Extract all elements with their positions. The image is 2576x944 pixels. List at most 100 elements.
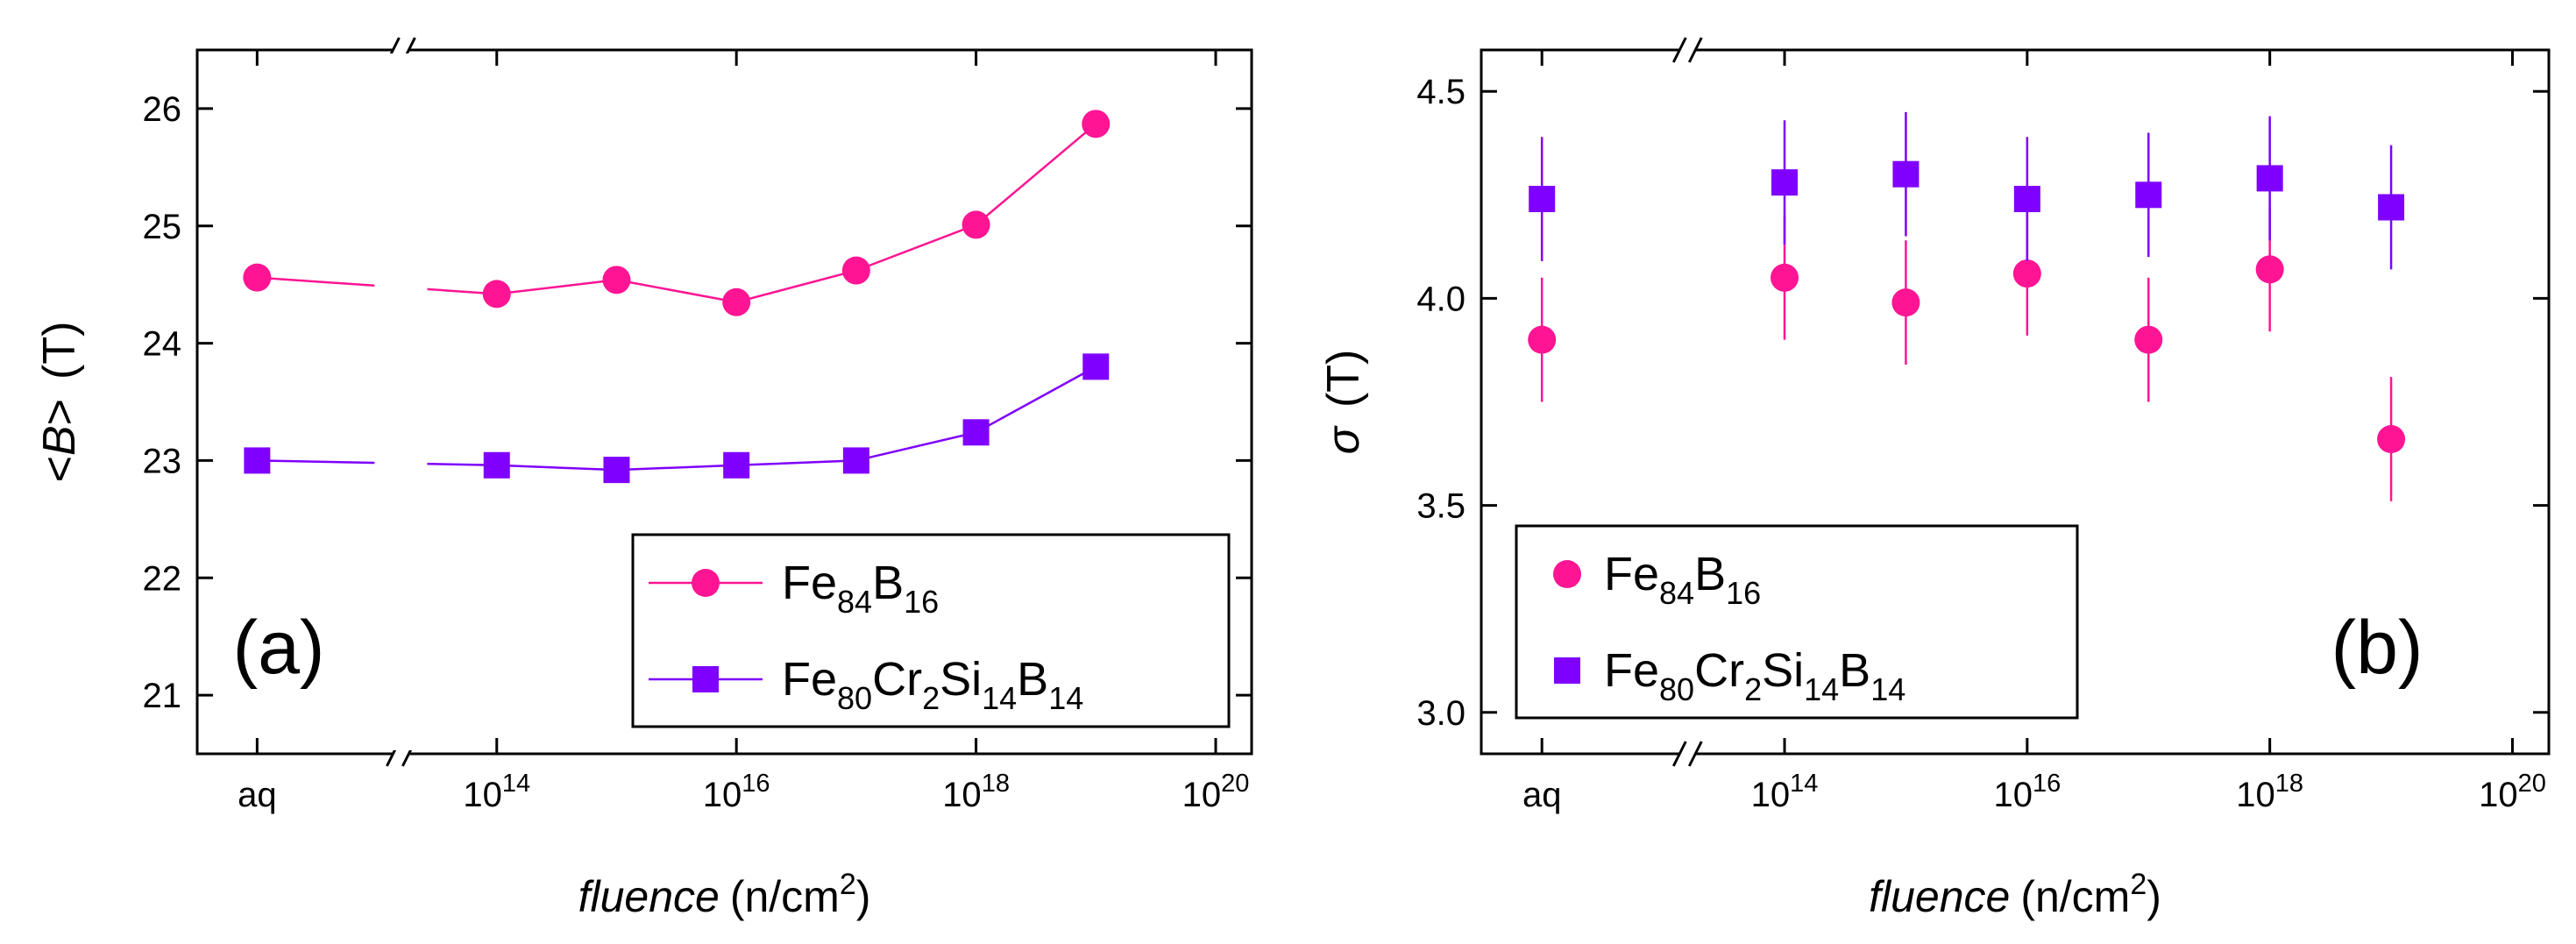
data-point-circle bbox=[1528, 325, 1557, 354]
legend-element: Fe bbox=[1604, 644, 1659, 697]
plot-frame bbox=[195, 48, 1253, 756]
data-point-square bbox=[1771, 169, 1799, 196]
data-point-square bbox=[2378, 194, 2405, 221]
legend-element: Fe bbox=[782, 653, 837, 706]
legend-element: Cr bbox=[1694, 644, 1744, 697]
data-point-circle bbox=[722, 287, 751, 316]
legend-element: B bbox=[1694, 548, 1726, 600]
legend-element: Fe bbox=[782, 557, 837, 609]
data-point-square bbox=[1082, 353, 1110, 380]
x-tick-exponent: 14 bbox=[1790, 770, 1818, 798]
axis-break-bottom bbox=[1671, 741, 1703, 767]
legend-element: Cr bbox=[872, 653, 922, 706]
x-axis-label: fluence (n/cm2) bbox=[1869, 868, 2161, 921]
legend-subscript: 84 bbox=[837, 584, 872, 620]
data-point-square bbox=[2135, 181, 2162, 209]
data-point-square bbox=[1892, 160, 1920, 188]
legend-item: Fe84B16 bbox=[1553, 548, 1761, 611]
data-point-circle bbox=[1771, 263, 1799, 292]
legend-label: Fe80Cr2Si14B14 bbox=[1604, 644, 1905, 707]
x-tick-base: 10 bbox=[1182, 776, 1222, 814]
x-axis-exponent: 2 bbox=[840, 868, 856, 901]
x-tick-base: 10 bbox=[1751, 776, 1791, 814]
data-point-circle bbox=[962, 210, 990, 239]
legend-label: Fe84B16 bbox=[1604, 548, 1761, 611]
data-point-circle bbox=[1082, 110, 1111, 138]
series-fe80 bbox=[1529, 111, 2405, 270]
data-point-circle bbox=[1891, 288, 1920, 317]
data-point-square bbox=[842, 447, 869, 474]
data-point-square bbox=[2256, 165, 2283, 192]
x-axis-unit: (n/cm bbox=[730, 872, 840, 921]
y-tick-label: 21 bbox=[143, 677, 182, 715]
axis-break-slash bbox=[1687, 37, 1703, 63]
data-point-square bbox=[1529, 186, 1556, 213]
x-tick-label: 1016 bbox=[1993, 770, 2061, 814]
axis-break-gap bbox=[393, 749, 409, 759]
legend-item: Fe80Cr2Si14B14 bbox=[1554, 644, 1905, 707]
x-axis-var: fluence bbox=[1869, 872, 2010, 921]
x-tick-exponent: 20 bbox=[2518, 770, 2546, 798]
y-axis-unit: (T) bbox=[1318, 350, 1369, 408]
line-break-gap bbox=[374, 53, 428, 750]
axis-break-slash bbox=[1687, 741, 1703, 767]
legend-element: Si bbox=[1762, 644, 1804, 697]
axis-break-slash bbox=[1671, 741, 1687, 767]
legend-subscript: 2 bbox=[1744, 671, 1762, 707]
x-tick-base: 10 bbox=[2236, 776, 2275, 814]
x-tick-label: 1020 bbox=[1182, 770, 1250, 814]
y-axis-unit: (T) bbox=[34, 322, 85, 380]
legend-box bbox=[631, 533, 1231, 728]
legend-subscript: 14 bbox=[1870, 671, 1905, 707]
data-point-square bbox=[962, 419, 990, 446]
x-tick-base: 10 bbox=[2479, 776, 2518, 814]
data-point-circle bbox=[2012, 259, 2041, 288]
legend-marker-circle bbox=[692, 569, 720, 597]
x-tick-exponent: 16 bbox=[2033, 770, 2061, 798]
legend-element: B bbox=[872, 557, 904, 609]
legend-element: B bbox=[1839, 644, 1870, 697]
axis-break-slash bbox=[1671, 37, 1687, 63]
x-tick-label: 1014 bbox=[463, 770, 530, 814]
legend-subscript: 14 bbox=[1048, 680, 1083, 716]
x-tick-exponent: 14 bbox=[502, 770, 530, 798]
data-point-circle bbox=[2134, 325, 2163, 354]
legend-subscript: 14 bbox=[982, 680, 1017, 716]
series-fe84 bbox=[1528, 207, 2406, 501]
data-point-circle bbox=[482, 280, 511, 309]
axis-break-gap bbox=[393, 45, 409, 55]
legend-element: B bbox=[1017, 653, 1048, 706]
data-point-circle bbox=[602, 266, 631, 295]
legend-marker-square bbox=[1554, 657, 1580, 684]
axis-break-top bbox=[1671, 37, 1703, 63]
legend-subscript: 80 bbox=[1659, 671, 1694, 707]
panel-label: (b) bbox=[2331, 606, 2423, 690]
y-axis-label: σ (T) bbox=[1318, 350, 1369, 455]
panel-label: (a) bbox=[232, 606, 324, 690]
y-tick-label: 4.0 bbox=[1416, 280, 1465, 318]
y-tick-label: 25 bbox=[143, 208, 182, 246]
legend-label: Fe80Cr2Si14B14 bbox=[782, 653, 1083, 716]
x-tick-base: 10 bbox=[1993, 776, 2033, 814]
legend-label: Fe84B16 bbox=[782, 557, 939, 620]
x-tick-label: 1018 bbox=[2236, 770, 2303, 814]
legend-element: Si bbox=[940, 653, 982, 706]
x-axis-var: fluence bbox=[578, 872, 720, 921]
x-axis-close: ) bbox=[856, 872, 871, 921]
x-tick-label: 1018 bbox=[942, 770, 1010, 814]
y-axis-bracket: > bbox=[34, 399, 85, 425]
x-tick-exponent: 20 bbox=[1221, 770, 1249, 798]
data-point-circle bbox=[841, 256, 870, 285]
data-point-circle bbox=[2255, 255, 2284, 284]
y-tick-label: 23 bbox=[143, 442, 182, 480]
legend-element: Fe bbox=[1604, 548, 1659, 600]
y-tick-label: 24 bbox=[143, 325, 182, 364]
x-tick-base: 10 bbox=[942, 776, 982, 814]
x-tick-base: 10 bbox=[463, 776, 502, 814]
legend-item: Fe84B16 bbox=[649, 557, 939, 620]
legend-item: Fe80Cr2Si14B14 bbox=[649, 653, 1083, 716]
legend: Fe84B16 Fe80Cr2Si14B14 bbox=[631, 533, 1231, 728]
y-tick-label: 4.5 bbox=[1416, 73, 1465, 111]
legend-subscript: 14 bbox=[1804, 671, 1839, 707]
